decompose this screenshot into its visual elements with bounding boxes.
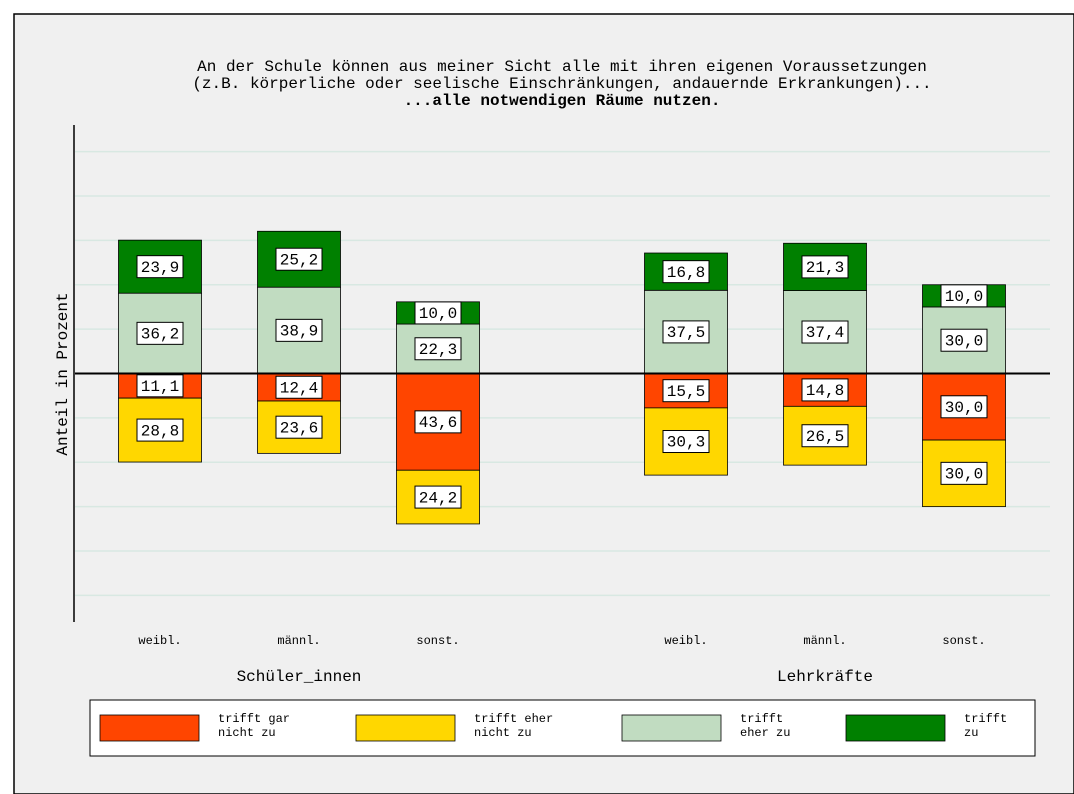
x-tick-label: sonst. <box>942 634 985 648</box>
data-label-box <box>940 395 988 419</box>
legend-swatch <box>355 714 456 742</box>
data-label-box <box>275 247 323 271</box>
data-label-box <box>414 301 462 325</box>
data-label-box <box>662 260 710 284</box>
data-label: 26,5 <box>806 428 844 446</box>
data-label: 43,6 <box>419 414 457 432</box>
data-label-box <box>940 461 988 485</box>
x-tick-label: weibl. <box>138 634 181 648</box>
group-label: Schüler_innen <box>237 668 362 686</box>
y-axis-label: Anteil in Prozent <box>54 292 72 455</box>
data-label-box <box>414 410 462 434</box>
data-label: 24,2 <box>419 489 457 507</box>
data-label-box <box>275 375 323 399</box>
data-label: 36,2 <box>141 326 179 344</box>
data-label-box <box>136 374 184 398</box>
data-label-box <box>136 255 184 279</box>
chart-title: An der Schule können aus meiner Sicht al… <box>197 58 927 76</box>
chart-subtitle: ...alle notwendigen Räume nutzen. <box>404 92 721 110</box>
data-label: 16,8 <box>667 264 705 282</box>
data-label: 37,5 <box>667 324 705 342</box>
data-label-box <box>801 424 849 448</box>
legend-label: trifft gar nicht zu <box>218 712 290 740</box>
data-label: 37,4 <box>806 324 844 342</box>
data-label-box <box>662 430 710 454</box>
data-label-box <box>940 284 988 308</box>
legend-swatch <box>99 714 200 742</box>
data-label: 38,9 <box>280 323 318 341</box>
data-label: 25,2 <box>280 251 318 269</box>
data-label-box <box>414 485 462 509</box>
data-label: 12,4 <box>280 379 318 397</box>
data-label: 30,0 <box>945 332 983 350</box>
legend-label: trifft eher zu <box>740 712 790 740</box>
group-label: Lehrkräfte <box>777 668 873 686</box>
legend-swatch <box>845 714 946 742</box>
data-label: 14,8 <box>806 382 844 400</box>
data-label: 23,9 <box>141 259 179 277</box>
data-label-box <box>801 255 849 279</box>
data-label: 10,0 <box>945 288 983 306</box>
data-label-box <box>662 379 710 403</box>
data-label: 11,1 <box>141 378 179 396</box>
x-tick-label: weibl. <box>664 634 707 648</box>
data-label-box <box>801 320 849 344</box>
data-label: 10,0 <box>419 305 457 323</box>
data-label-box <box>662 320 710 344</box>
data-label: 28,8 <box>141 422 179 440</box>
data-label-box <box>275 318 323 342</box>
legend-label: trifft eher nicht zu <box>474 712 553 740</box>
legend-label: trifft zu <box>964 712 1007 740</box>
data-label-box <box>940 328 988 352</box>
data-label: 23,6 <box>280 419 318 437</box>
data-label-box <box>801 378 849 402</box>
x-tick-label: männl. <box>803 634 846 648</box>
data-label: 21,3 <box>806 259 844 277</box>
data-label: 30,0 <box>945 399 983 417</box>
x-tick-label: männl. <box>277 634 320 648</box>
x-tick-label: sonst. <box>416 634 459 648</box>
legend-swatch <box>621 714 722 742</box>
data-label: 22,3 <box>419 341 457 359</box>
data-label-box <box>414 337 462 361</box>
data-label-box <box>136 418 184 442</box>
data-label: 30,0 <box>945 466 983 484</box>
data-label-box <box>275 415 323 439</box>
data-label: 30,3 <box>667 434 705 452</box>
chart-title: (z.B. körperliche oder seelische Einschr… <box>192 75 931 93</box>
data-label-box <box>136 321 184 345</box>
data-label: 15,5 <box>667 383 705 401</box>
